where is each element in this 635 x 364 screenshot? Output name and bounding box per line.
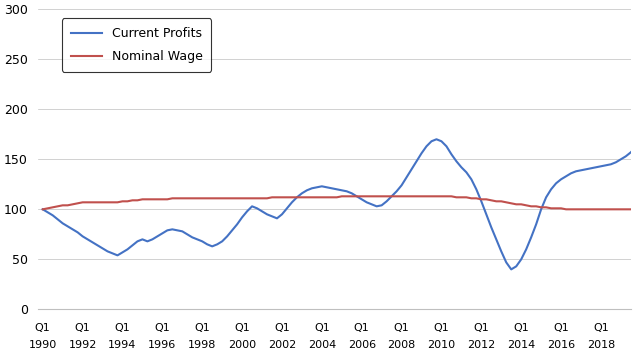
Text: 2010: 2010 [427,340,455,350]
Nominal Wage [438,194,445,198]
Text: 1994: 1994 [109,340,137,350]
Current Profits [39,207,46,211]
Text: 2008: 2008 [387,340,416,350]
Nominal Wage [39,207,46,211]
Nominal Wage [427,194,435,198]
Text: 2016: 2016 [547,340,575,350]
Current Profits [432,137,440,142]
Text: 2000: 2000 [228,340,256,350]
Text: Q1: Q1 [194,323,210,333]
Text: Q1: Q1 [434,323,450,333]
Text: Q1: Q1 [474,323,489,333]
Nominal Wage [587,207,595,211]
Line: Nominal Wage: Nominal Wage [43,196,635,209]
Text: 2002: 2002 [268,340,296,350]
Text: Q1: Q1 [394,323,410,333]
Text: Q1: Q1 [154,323,170,333]
Text: 1996: 1996 [148,340,177,350]
Nominal Wage [154,197,161,202]
Text: Q1: Q1 [513,323,529,333]
Text: 2018: 2018 [587,340,615,350]
Text: Q1: Q1 [35,323,51,333]
Text: Q1: Q1 [75,323,91,333]
Line: Current Profits: Current Profits [43,43,635,269]
Text: Q1: Q1 [593,323,609,333]
Legend: Current Profits, Nominal Wage: Current Profits, Nominal Wage [62,19,211,72]
Text: 1990: 1990 [29,340,57,350]
Current Profits [154,234,161,238]
Nominal Wage [338,194,345,198]
Current Profits [587,166,595,170]
Current Profits [507,267,515,272]
Text: 2012: 2012 [467,340,495,350]
Current Profits [523,247,530,252]
Nominal Wage [523,203,530,207]
Text: 1998: 1998 [188,340,217,350]
Text: Q1: Q1 [234,323,250,333]
Text: 1992: 1992 [69,340,97,350]
Text: Q1: Q1 [274,323,290,333]
Text: 2014: 2014 [507,340,535,350]
Text: Q1: Q1 [314,323,330,333]
Text: 2006: 2006 [347,340,376,350]
Current Profits [423,144,431,149]
Text: Q1: Q1 [114,323,130,333]
Text: Q1: Q1 [553,323,569,333]
Text: Q1: Q1 [354,323,370,333]
Text: 2004: 2004 [308,340,336,350]
